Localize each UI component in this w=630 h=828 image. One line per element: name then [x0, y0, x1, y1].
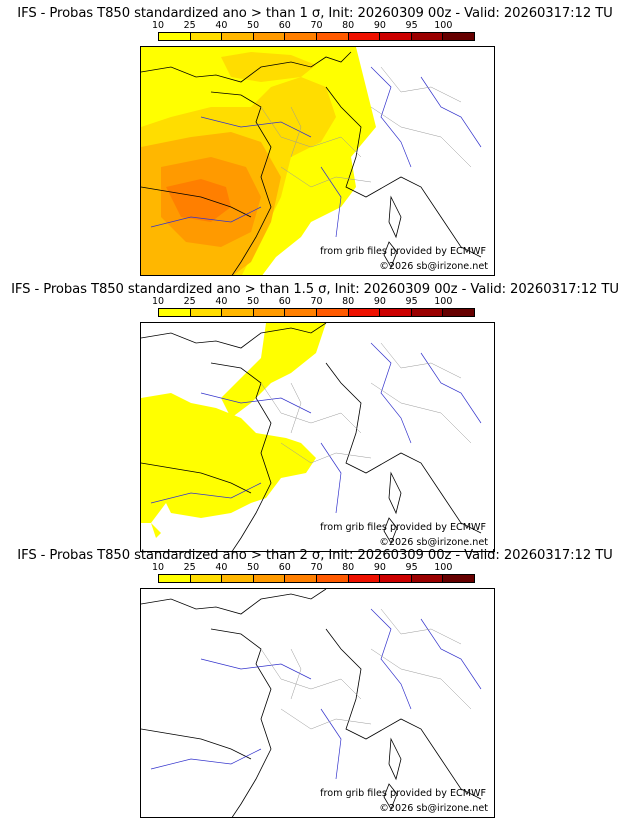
- credit-copyright: ©2026 sb@irizone.net: [379, 803, 488, 814]
- colorbar-swatch: [411, 575, 444, 582]
- colorbar-label: 95: [405, 20, 418, 31]
- colorbar-label: 80: [342, 296, 355, 307]
- panel-3: IFS - Probas T850 standardized ano > tha…: [0, 542, 630, 818]
- colorbar-swatch: [380, 575, 412, 582]
- colorbar-label: 40: [215, 296, 228, 307]
- colorbar-swatch: [222, 575, 254, 582]
- colorbar-swatch: [411, 33, 444, 40]
- colorbar-swatch: [190, 33, 223, 40]
- colorbar-label: 60: [278, 296, 291, 307]
- map-graphic: [141, 323, 482, 551]
- colorbar-labels: 10 25 40 50 60 70 80 90 95 100: [152, 20, 475, 31]
- colorbar-swatch: [411, 309, 444, 316]
- colorbar-label: 25: [183, 562, 196, 573]
- colorbar-label: 40: [215, 20, 228, 31]
- colorbar-swatch: [380, 309, 412, 316]
- colorbar-swatch: [190, 309, 223, 316]
- colorbar: [158, 308, 475, 317]
- colorbar: [158, 32, 475, 41]
- colorbar-swatch: [285, 309, 317, 316]
- colorbar-swatch: [159, 309, 191, 316]
- colorbar-label: 60: [278, 20, 291, 31]
- map-graphic: [141, 47, 482, 275]
- colorbar: [158, 574, 475, 583]
- colorbar-swatch: [285, 575, 317, 582]
- credit-copyright: ©2026 sb@irizone.net: [379, 261, 488, 272]
- colorbar-label: 70: [310, 562, 323, 573]
- credit-copyright: ©2026 sb@irizone.net: [379, 537, 488, 548]
- colorbar-swatch: [159, 575, 191, 582]
- panel-1: IFS - Probas T850 standardized ano > tha…: [0, 0, 630, 276]
- colorbar-label: 90: [373, 20, 386, 31]
- colorbar-swatch: [159, 33, 191, 40]
- colorbar-swatch: [443, 309, 474, 316]
- colorbar-swatch: [348, 33, 381, 40]
- panel-title: IFS - Probas T850 standardized ano > tha…: [17, 6, 613, 21]
- panel-title: IFS - Probas T850 standardized ano > tha…: [17, 548, 613, 563]
- credit-source: from grib files provided by ECMWF: [320, 788, 486, 799]
- colorbar-label: 10: [151, 296, 165, 307]
- colorbar-swatch: [348, 309, 381, 316]
- colorbar-label: 80: [342, 562, 355, 573]
- colorbar-label: 70: [310, 296, 323, 307]
- colorbar-swatch: [348, 575, 381, 582]
- colorbar-label: 100: [434, 20, 453, 31]
- colorbar-swatch: [316, 309, 349, 316]
- panel-2: IFS - Probas T850 standardized ano > tha…: [0, 276, 630, 552]
- colorbar-label: 25: [183, 296, 196, 307]
- credit-source: from grib files provided by ECMWF: [320, 522, 486, 533]
- colorbar-swatch: [253, 33, 286, 40]
- colorbar-label: 90: [373, 296, 386, 307]
- colorbar-label: 50: [247, 20, 260, 31]
- colorbar-label: 95: [405, 562, 418, 573]
- colorbar-label: 10: [151, 562, 165, 573]
- colorbar-label: 50: [247, 296, 260, 307]
- colorbar-label: 25: [183, 20, 196, 31]
- panel-title: IFS - Probas T850 standardized ano > tha…: [11, 282, 619, 297]
- colorbar-label: 100: [434, 562, 453, 573]
- colorbar-label: 50: [247, 562, 260, 573]
- colorbar-label: 90: [373, 562, 386, 573]
- colorbar-labels: 10 25 40 50 60 70 80 90 95 100: [152, 296, 475, 307]
- colorbar-label: 80: [342, 20, 355, 31]
- colorbar-swatch: [380, 33, 412, 40]
- colorbar-swatch: [222, 309, 254, 316]
- colorbar-swatch: [443, 575, 474, 582]
- colorbar-labels: 10 25 40 50 60 70 80 90 95 100: [152, 562, 475, 573]
- colorbar-swatch: [443, 33, 474, 40]
- colorbar-swatch: [222, 33, 254, 40]
- colorbar-swatch: [253, 309, 286, 316]
- colorbar-swatch: [190, 575, 223, 582]
- colorbar-label: 10: [151, 20, 165, 31]
- probability-map: from grib files provided by ECMWF ©2026 …: [140, 46, 495, 276]
- colorbar-swatch: [316, 33, 349, 40]
- colorbar-swatch: [285, 33, 317, 40]
- colorbar-label: 60: [278, 562, 291, 573]
- colorbar-label: 100: [434, 296, 453, 307]
- colorbar-swatch: [253, 575, 286, 582]
- colorbar-label: 70: [310, 20, 323, 31]
- probability-map: from grib files provided by ECMWF ©2026 …: [140, 322, 495, 552]
- credit-source: from grib files provided by ECMWF: [320, 246, 486, 257]
- colorbar-label: 40: [215, 562, 228, 573]
- map-graphic: [141, 589, 482, 817]
- probability-map: from grib files provided by ECMWF ©2026 …: [140, 588, 495, 818]
- colorbar-label: 95: [405, 296, 418, 307]
- colorbar-swatch: [316, 575, 349, 582]
